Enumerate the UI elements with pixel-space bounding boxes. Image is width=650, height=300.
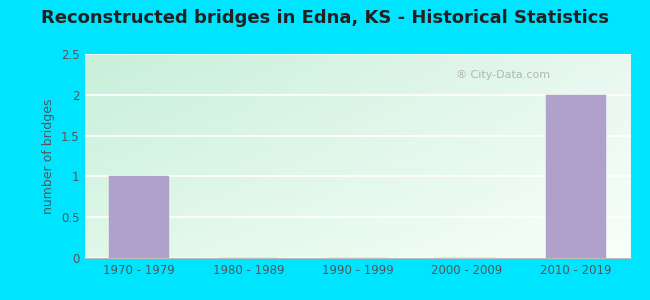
Bar (546, 95, 606, 258)
Text: ® City-Data.com: ® City-Data.com (456, 70, 550, 80)
Bar (109, 176, 169, 258)
Text: Reconstructed bridges in Edna, KS - Historical Statistics: Reconstructed bridges in Edna, KS - Hist… (41, 9, 609, 27)
Y-axis label: number of bridges: number of bridges (42, 98, 55, 214)
